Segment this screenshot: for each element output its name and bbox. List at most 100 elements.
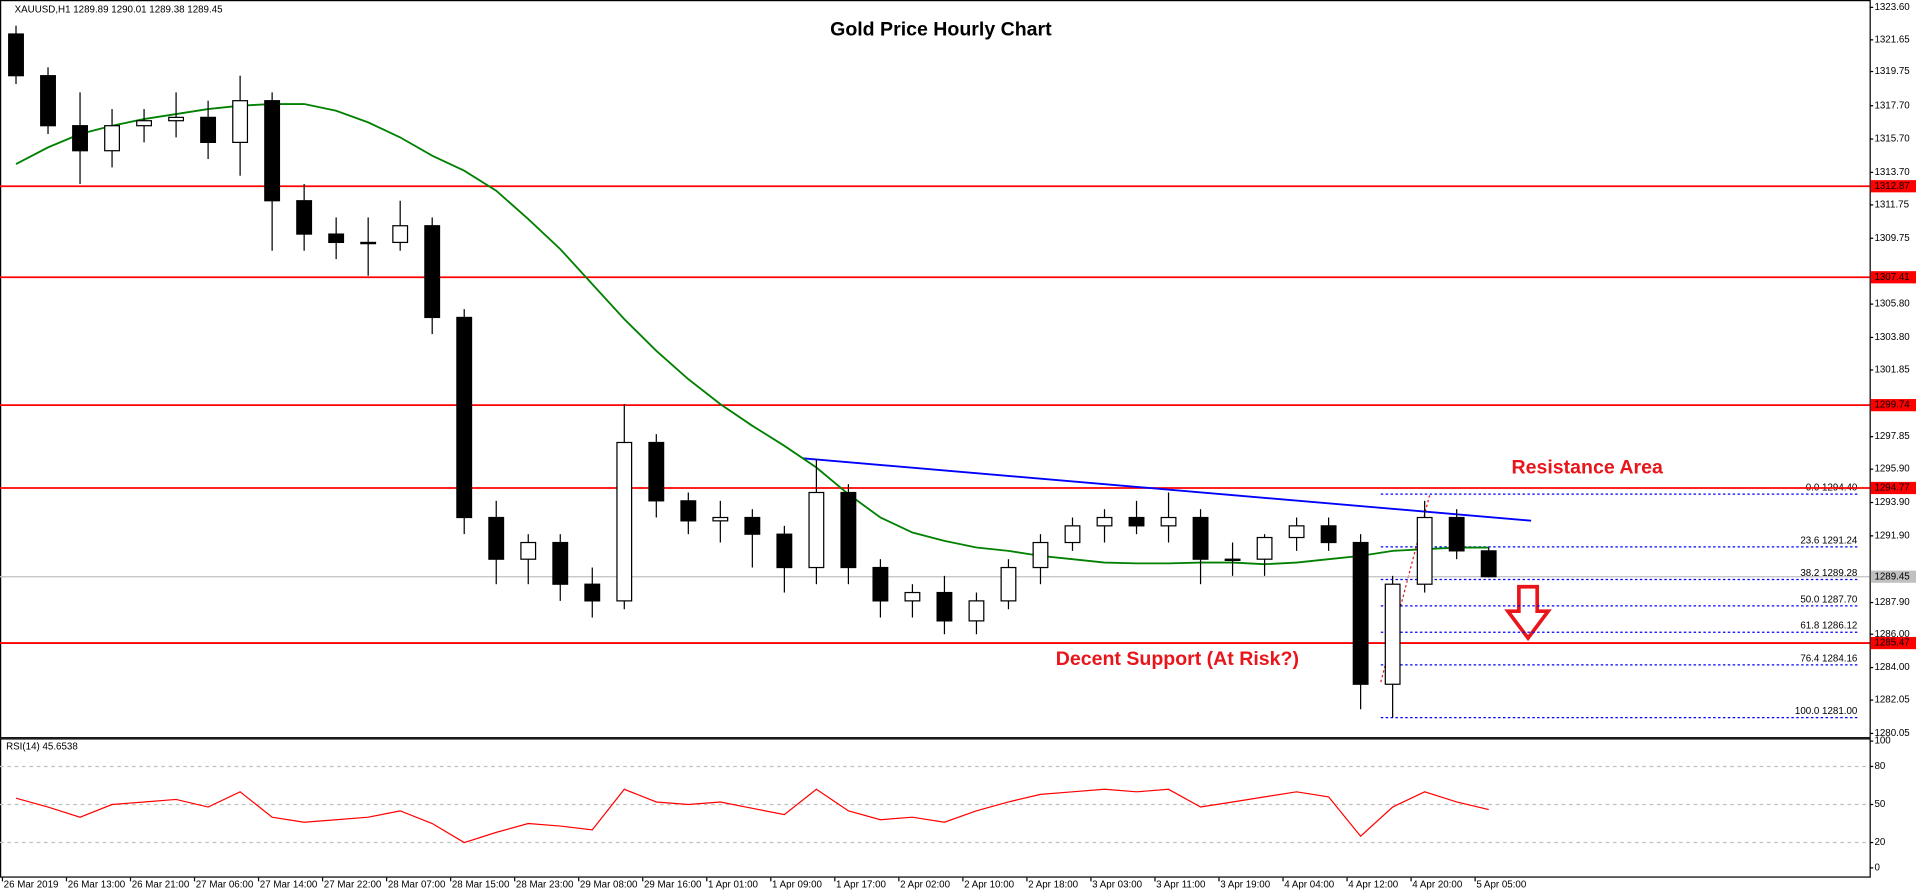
candle-body (360, 241, 377, 245)
level-label: 1312.87 (1874, 181, 1909, 192)
candle-body (1352, 541, 1369, 685)
x-tick-label: 2 Apr 10:00 (964, 880, 1015, 891)
candle-body (264, 100, 281, 202)
last-price-label: 1289.45 (1874, 571, 1910, 582)
x-tick-label: 26 Mar 2019 (4, 880, 59, 891)
down-arrow (1504, 584, 1552, 642)
y-tick-label: 1286.00 (1874, 629, 1910, 640)
candle-body (1224, 558, 1241, 562)
level-label: 1307.41 (1874, 272, 1909, 283)
candle-body (104, 125, 120, 152)
candle-body (648, 441, 665, 502)
symbol-header: XAUUSD,H1 1289.89 1290.01 1289.38 1289.4… (15, 4, 223, 15)
x-tick-label: 29 Mar 08:00 (580, 880, 638, 891)
candle-body (1128, 516, 1145, 527)
fib-label: 50.0 1287.70 (1800, 594, 1858, 605)
x-tick-label: 1 Apr 17:00 (836, 880, 887, 891)
candle-body (872, 566, 889, 602)
rsi-tick-label: 80 (1874, 761, 1885, 772)
candle-body (744, 516, 761, 535)
candle-body (776, 533, 793, 569)
x-tick-label: 3 Apr 11:00 (1156, 880, 1206, 891)
y-tick-label: 1311.75 (1874, 199, 1909, 210)
x-tick-label: 2 Apr 18:00 (1028, 880, 1079, 891)
x-tick-label: 26 Mar 21:00 (132, 880, 190, 891)
y-tick-label: 1309.75 (1874, 233, 1910, 244)
x-tick-label: 3 Apr 03:00 (1092, 880, 1143, 891)
x-tick-label: 4 Apr 20:00 (1412, 880, 1463, 891)
level-label: 1294.77 (1874, 483, 1909, 494)
trendline (802, 457, 1532, 522)
candle-body (424, 225, 441, 319)
candle-body (40, 75, 56, 127)
chart-title: Gold Price Hourly Chart (830, 19, 1052, 41)
x-tick-label: 4 Apr 12:00 (1348, 880, 1399, 891)
x-tick-label: 4 Apr 04:00 (1284, 880, 1335, 891)
candle-body (296, 200, 313, 235)
candle-body (1320, 525, 1337, 544)
candle-body (1032, 541, 1049, 569)
level-label: 1299.74 (1874, 400, 1910, 411)
candle-body (488, 516, 505, 560)
x-tick-label: 27 Mar 14:00 (260, 880, 318, 891)
candle-body (680, 500, 697, 522)
candle-body (1480, 550, 1497, 578)
main-panel (0, 0, 1871, 739)
candle-body (1096, 516, 1113, 527)
x-tick-label: 28 Mar 23:00 (516, 880, 574, 891)
x-tick-label: 1 Apr 01:00 (708, 880, 759, 891)
x-tick-label: 27 Mar 06:00 (196, 880, 254, 891)
y-tick-label: 1305.80 (1874, 299, 1910, 310)
level-tag (1870, 271, 1916, 284)
x-tick-label: 5 Apr 05:00 (1476, 880, 1527, 891)
x-tick-label: 28 Mar 07:00 (388, 880, 446, 891)
rsi-tick-label: 20 (1874, 837, 1885, 848)
moving-average (15, 103, 1489, 566)
y-tick-label: 1301.85 (1874, 365, 1910, 376)
fib-label: 100.0 1281.00 (1795, 706, 1858, 717)
y-tick-label: 1284.00 (1874, 662, 1910, 673)
candle-body (456, 316, 473, 519)
y-tick-label: 1293.90 (1874, 497, 1910, 508)
candle-body (936, 591, 953, 622)
level-tag (1870, 481, 1916, 495)
candle-body (584, 583, 601, 602)
level-tag (1870, 399, 1916, 412)
candle-body (1256, 536, 1273, 560)
fib-label: 61.8 1286.12 (1800, 621, 1857, 632)
candle-body (1064, 525, 1081, 544)
y-tick-label: 1313.70 (1874, 167, 1910, 178)
candle-body (712, 516, 729, 522)
candle-body (1416, 516, 1433, 585)
y-tick-label: 1280.05 (1874, 728, 1910, 739)
annotation: Resistance Area (1512, 456, 1663, 478)
candle-body (8, 33, 24, 77)
candle-body (168, 116, 185, 122)
candle-body (232, 100, 249, 143)
x-tick-label: 27 Mar 22:00 (324, 880, 382, 891)
y-tick-label: 1319.75 (1874, 66, 1910, 77)
candle-body (136, 120, 153, 127)
y-tick-label: 1297.85 (1874, 431, 1910, 442)
candle-body (968, 600, 985, 622)
candle-body (840, 491, 857, 569)
annotation: Decent Support (At Risk?) (1056, 648, 1299, 670)
candle-body (808, 491, 825, 569)
candle-body (1160, 516, 1177, 527)
y-tick-label: 1295.90 (1874, 464, 1910, 475)
x-tick-label: 3 Apr 19:00 (1220, 880, 1271, 891)
candle-body (1384, 583, 1401, 685)
candle-body (616, 441, 633, 602)
rsi-tick-label: 50 (1874, 799, 1885, 810)
y-tick-label: 1323.60 (1874, 2, 1910, 13)
candle-body (72, 125, 88, 152)
x-tick-label: 28 Mar 15:00 (452, 880, 510, 891)
candle-body (200, 116, 217, 143)
level-tag (1870, 180, 1916, 193)
candle-body (392, 225, 409, 244)
level-tag (1870, 636, 1916, 650)
candle-body (904, 591, 921, 602)
last-price-tag (1870, 570, 1916, 583)
